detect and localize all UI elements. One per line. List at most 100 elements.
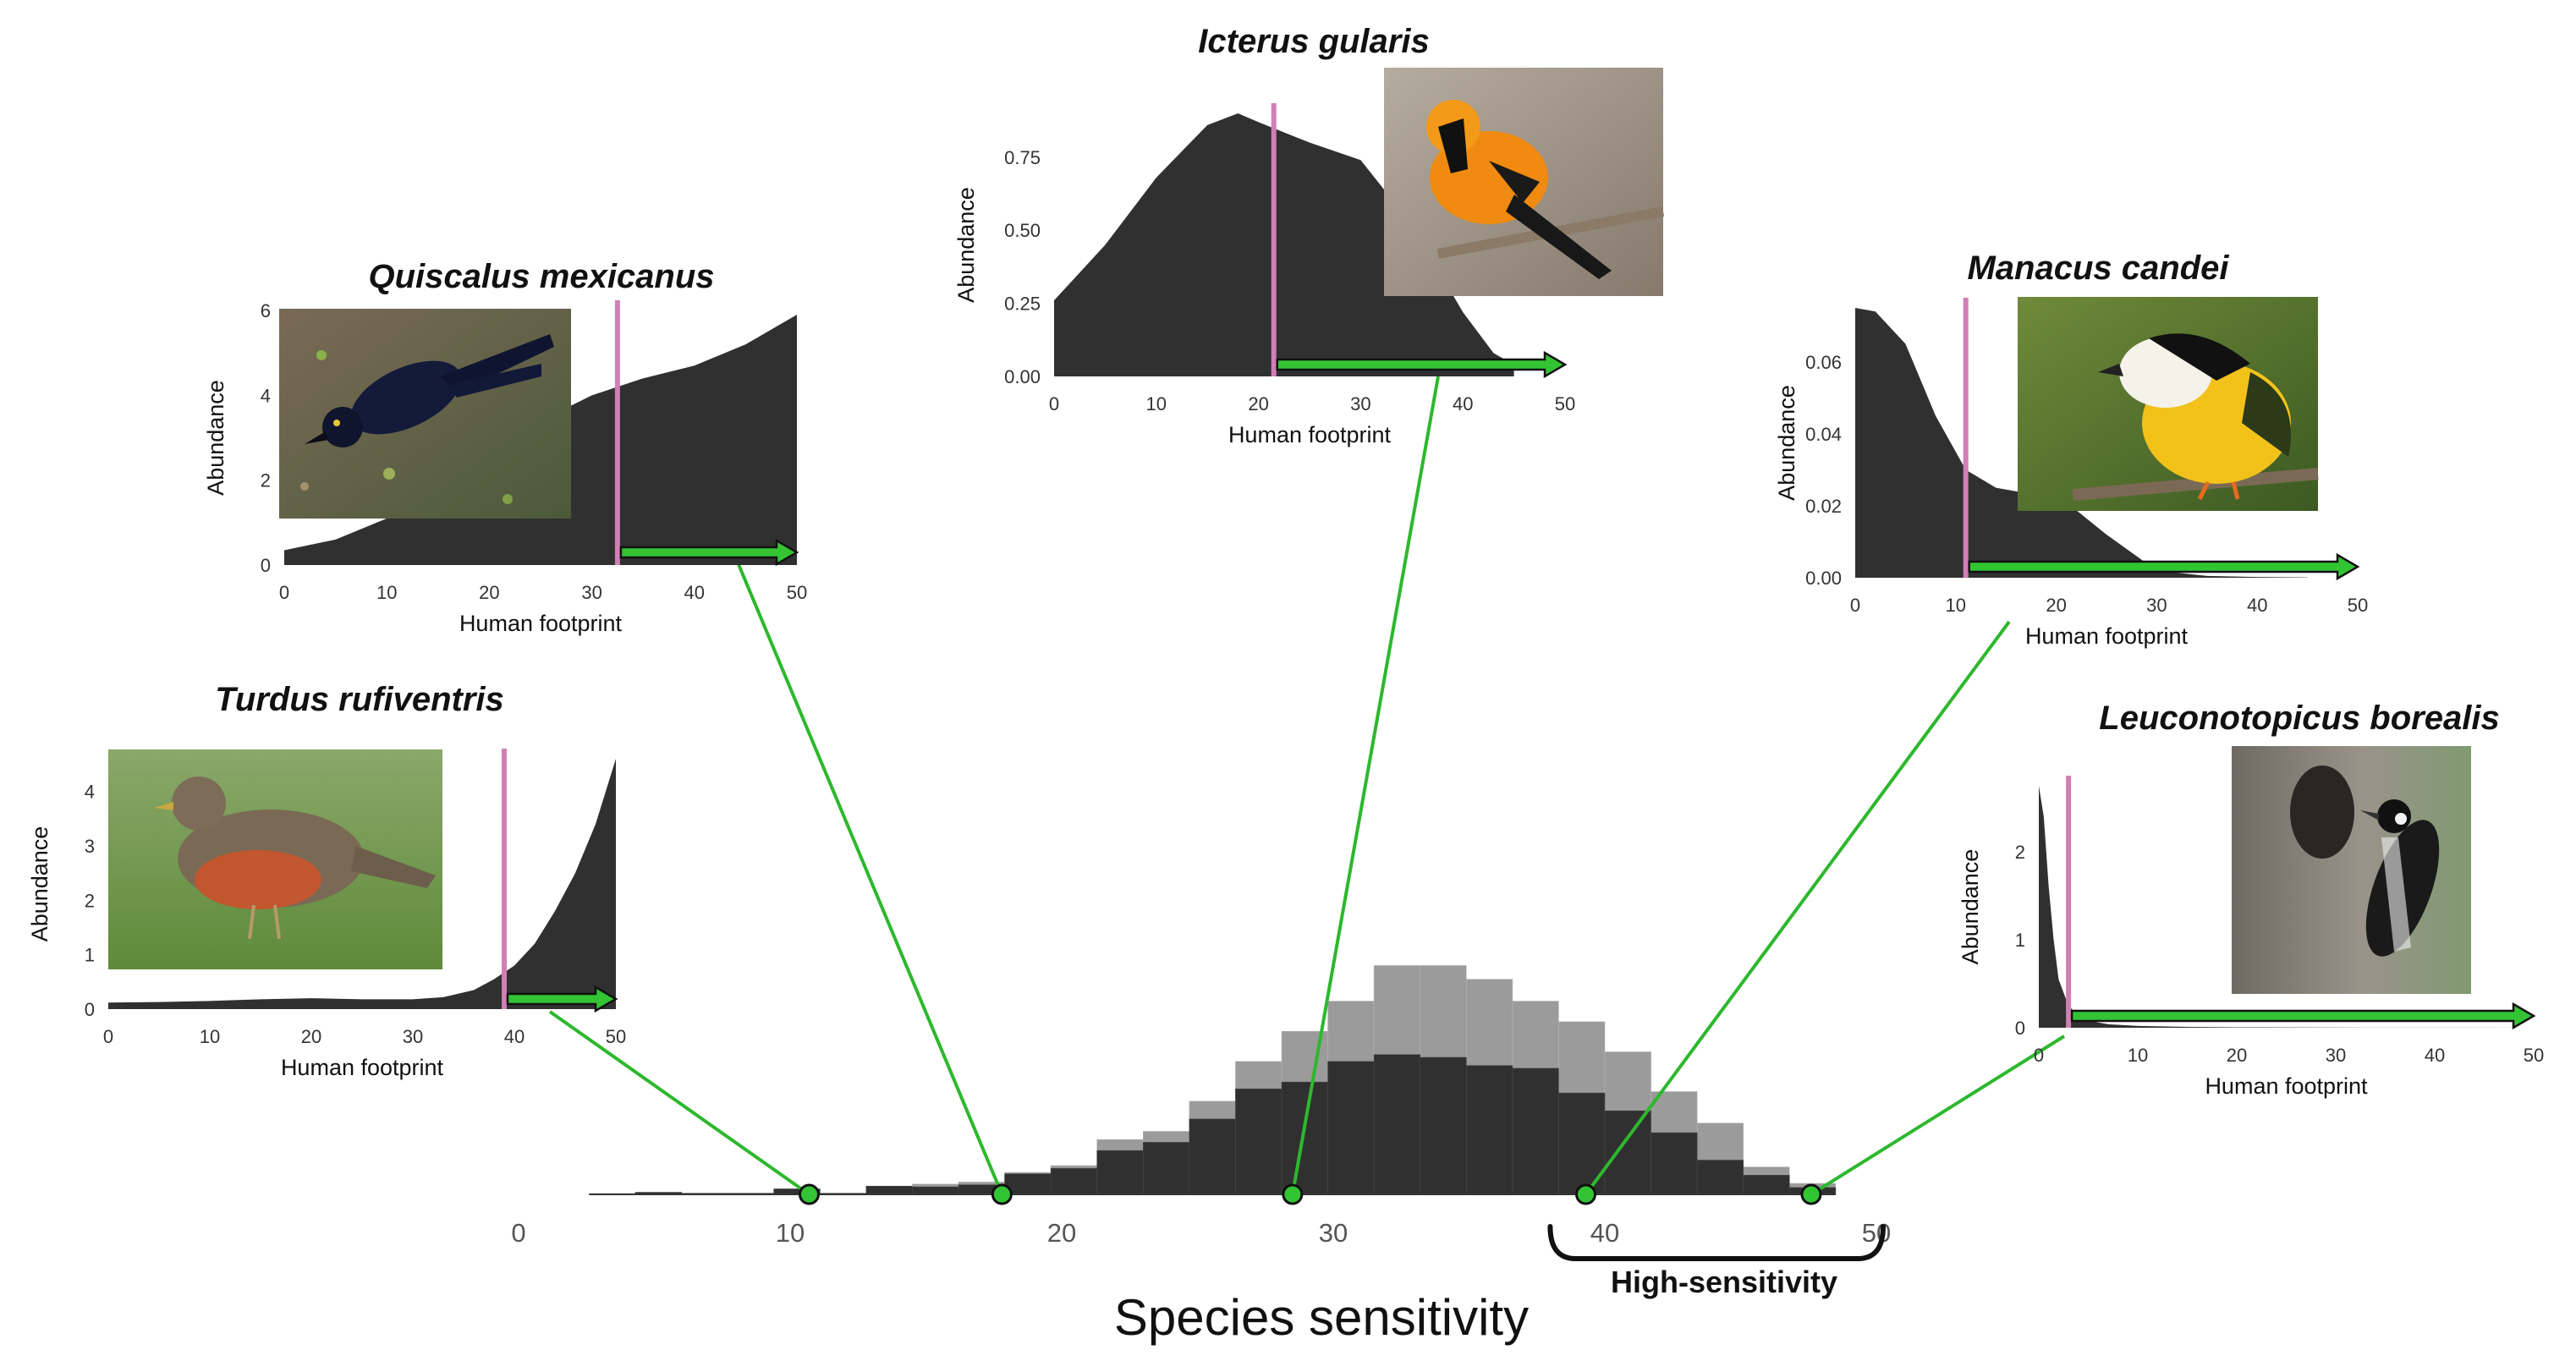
x-tick-label: 0 bbox=[2034, 1045, 2044, 1066]
density-plot: 0 10 20 30 40 50 0.00 0.25 0.50 0.75 Human footpri… bbox=[953, 103, 1575, 447]
y-tick-label: 4 bbox=[261, 385, 271, 406]
x-tick-label: 40 bbox=[2247, 595, 2267, 616]
main-x-label: Species sensitivity bbox=[1114, 1289, 1529, 1346]
density-plot: 0 10 20 30 40 50 0 1 2 Human footprint Abundance bbox=[1958, 776, 2544, 1099]
y-tick-label: 0.00 bbox=[1004, 366, 1041, 387]
x-tick-label: 40 bbox=[1453, 393, 1473, 414]
histogram-bars-subset bbox=[589, 1054, 1837, 1195]
x-tick-label: 0 bbox=[103, 1026, 113, 1047]
bird-photo-turdus-rufiventris bbox=[108, 749, 442, 969]
high-sensitivity-label: High-sensitivity bbox=[1611, 1265, 1837, 1299]
x-tick-label: 0 bbox=[1049, 393, 1059, 414]
y-tick-label: 0.04 bbox=[1805, 424, 1842, 445]
species-title: Quiscalus mexicanus bbox=[368, 258, 714, 295]
hist-bar-subset bbox=[1743, 1175, 1790, 1195]
y-tick-label: 0 bbox=[2015, 1018, 2025, 1039]
x-tick-label: 40 bbox=[2425, 1045, 2445, 1066]
x-tick-label: 10 bbox=[2128, 1045, 2148, 1066]
y-tick-label: 0 bbox=[85, 999, 95, 1020]
density-plot: 0 10 20 30 40 50 0 1 2 3 4 Human footprint Abundance bbox=[27, 749, 626, 1080]
hist-bar-subset bbox=[1281, 1081, 1328, 1195]
x-tick-label: 20 bbox=[479, 582, 499, 603]
hist-bar-subset bbox=[1096, 1150, 1144, 1195]
y-axis-label: Abundance bbox=[1958, 849, 1983, 965]
hist-bar-subset bbox=[1050, 1167, 1098, 1195]
x-tick-label: 10 bbox=[1946, 595, 1966, 616]
species-marker bbox=[798, 1183, 820, 1205]
hist-bar-subset bbox=[1696, 1160, 1744, 1195]
range-arrow bbox=[2070, 1002, 2536, 1030]
panel-turdus-rufiventris: Turdus rufiventris 0 10 20 30 40 50 0 1 2 3 4 Human… bbox=[27, 681, 626, 1080]
y-tick-label: 2 bbox=[2015, 842, 2025, 863]
species-title: Leuconotopicus borealis bbox=[2099, 700, 2499, 737]
y-tick-label: 1 bbox=[2015, 930, 2025, 951]
connector-lines bbox=[548, 376, 2066, 1205]
range-arrow bbox=[1276, 350, 1568, 379]
main-histogram: 0 10 20 30 40 50 High-sensitivity Species sen… bbox=[511, 965, 1891, 1346]
y-tick-label: 0 bbox=[261, 555, 271, 576]
hist-bar-subset bbox=[1235, 1088, 1283, 1195]
x-tick-label: 20 bbox=[2046, 595, 2066, 616]
x-tick-label: 10 bbox=[376, 582, 397, 603]
x-tick-label: 10 bbox=[1146, 393, 1167, 414]
y-axis-label: Abundance bbox=[953, 187, 979, 303]
y-tick-label: 0.00 bbox=[1805, 568, 1842, 589]
x-axis-label: Human footprint bbox=[281, 1055, 444, 1080]
high-sensitivity-bracket bbox=[1547, 1224, 1886, 1261]
y-tick-label: 2 bbox=[261, 470, 271, 491]
x-axis-label: Human footprint bbox=[459, 611, 623, 636]
x-tick-label: 30 bbox=[2146, 595, 2167, 616]
x-tick-label: 30 bbox=[1350, 393, 1370, 414]
bird-photo-manacus-candei bbox=[2018, 297, 2319, 511]
y-axis-label: Abundance bbox=[1774, 385, 1799, 501]
x-tick-label: 20 bbox=[1248, 393, 1268, 414]
bird-photo-icterus-gularis bbox=[1384, 68, 1665, 296]
hist-bar-subset bbox=[1465, 1065, 1513, 1195]
species-title: Icterus gularis bbox=[1198, 23, 1429, 60]
x-axis-label: Human footprint bbox=[1228, 422, 1392, 447]
connector-line bbox=[1810, 1034, 2066, 1196]
y-tick-label: 4 bbox=[85, 782, 95, 803]
hist-bar-subset bbox=[1604, 1110, 1651, 1195]
main-x-tick-label: 30 bbox=[1319, 1218, 1348, 1248]
connector-line bbox=[548, 1010, 810, 1196]
x-tick-label: 0 bbox=[1850, 595, 1860, 616]
panel-icterus-gularis: Icterus gularis 0 10 20 30 40 500.000.250.500… bbox=[953, 23, 1665, 447]
x-tick-label: 20 bbox=[2227, 1045, 2247, 1066]
hist-bar-subset bbox=[1143, 1142, 1190, 1195]
panel-manacus-candei: Manacus candei 0 10 20 30 40 50 0.00 0.02 0.04 0.… bbox=[1774, 250, 2368, 649]
y-tick-label: 0.06 bbox=[1805, 352, 1842, 373]
x-tick-label: 50 bbox=[787, 582, 807, 603]
y-tick-label: 0.02 bbox=[1805, 496, 1842, 517]
species-title: Manacus candei bbox=[1967, 250, 2229, 287]
range-arrow bbox=[619, 538, 799, 567]
connector-line bbox=[1290, 376, 1440, 1195]
y-tick-label: 0.25 bbox=[1004, 294, 1041, 315]
x-tick-label: 0 bbox=[279, 582, 289, 603]
main-x-ticks: 0 10 20 30 40 50 bbox=[511, 1218, 1891, 1248]
hist-bar-subset bbox=[1373, 1054, 1421, 1195]
hist-bar-subset bbox=[1327, 1061, 1375, 1195]
y-tick-label: 0.75 bbox=[1004, 147, 1041, 168]
x-tick-label: 50 bbox=[2524, 1045, 2544, 1066]
y-axis-label: Abundance bbox=[27, 826, 52, 942]
bird-photo-quiscalus-mexicanus bbox=[279, 309, 571, 519]
hist-bar-subset bbox=[1420, 1056, 1467, 1195]
density-area bbox=[108, 759, 616, 1009]
y-axis-label: Abundance bbox=[203, 380, 228, 496]
main-x-tick-label: 50 bbox=[1862, 1218, 1891, 1248]
hist-bar-subset bbox=[1512, 1067, 1559, 1195]
x-tick-label: 10 bbox=[200, 1026, 220, 1047]
species-title: Turdus rufiventris bbox=[215, 681, 504, 718]
x-tick-label: 40 bbox=[504, 1026, 525, 1047]
x-tick-label: 30 bbox=[403, 1026, 423, 1047]
species-marker bbox=[1282, 1183, 1304, 1205]
y-tick-label: 2 bbox=[85, 890, 95, 911]
species-marker bbox=[1575, 1183, 1597, 1205]
main-x-tick-label: 40 bbox=[1590, 1218, 1619, 1248]
density-area bbox=[1054, 113, 1514, 376]
panel-leuconotopicus-borealis: Leuconotopicus borealis 0 10 20 30 40 50 0 1 2 Hu… bbox=[1958, 700, 2544, 1099]
main-x-tick-label: 10 bbox=[776, 1218, 805, 1248]
connector-line bbox=[734, 557, 1004, 1195]
